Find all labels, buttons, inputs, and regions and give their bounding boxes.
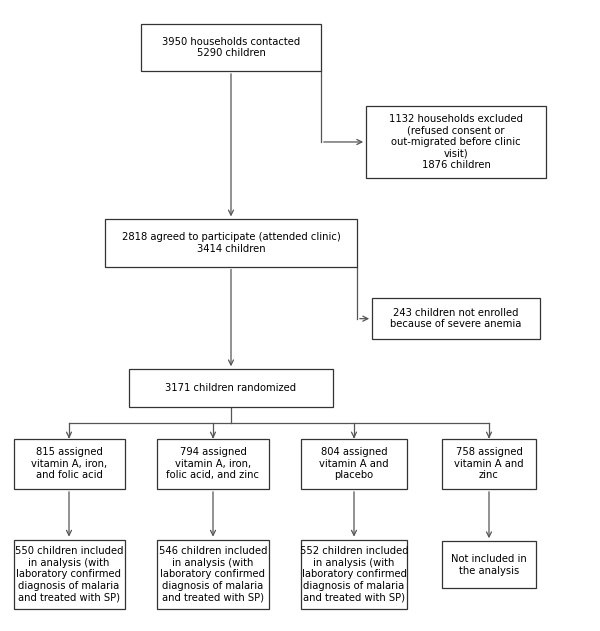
Text: 243 children not enrolled
because of severe anemia: 243 children not enrolled because of sev… [391,308,521,329]
FancyBboxPatch shape [157,439,269,489]
Text: 815 assigned
vitamin A, iron,
and folic acid: 815 assigned vitamin A, iron, and folic … [31,447,107,480]
Text: 546 children included
in analysis (with
laboratory confirmed
diagnosis of malari: 546 children included in analysis (with … [159,546,267,603]
FancyBboxPatch shape [141,23,321,71]
Text: 3171 children randomized: 3171 children randomized [166,383,296,393]
FancyBboxPatch shape [301,540,407,609]
FancyBboxPatch shape [14,540,125,609]
FancyBboxPatch shape [442,541,536,588]
Text: 3950 households contacted
5290 children: 3950 households contacted 5290 children [162,37,300,58]
FancyBboxPatch shape [14,439,125,489]
Text: 550 children included
in analysis (with
laboratory confirmed
diagnosis of malari: 550 children included in analysis (with … [15,546,123,603]
Text: 758 assigned
vitamin A and
zinc: 758 assigned vitamin A and zinc [454,447,524,480]
FancyBboxPatch shape [301,439,407,489]
Text: 804 assigned
vitamin A and
placebo: 804 assigned vitamin A and placebo [319,447,389,480]
FancyBboxPatch shape [157,540,269,609]
Text: Not included in
the analysis: Not included in the analysis [451,554,527,575]
FancyBboxPatch shape [372,298,540,339]
Text: 552 children included
in analysis (with
laboratory confirmed
diagnosis of malari: 552 children included in analysis (with … [299,546,409,603]
Text: 1132 households excluded
(refused consent or
out-migrated before clinic
visit)
1: 1132 households excluded (refused consen… [389,114,523,170]
Text: 794 assigned
vitamin A, iron,
folic acid, and zinc: 794 assigned vitamin A, iron, folic acid… [167,447,260,480]
FancyBboxPatch shape [129,369,333,407]
Text: 2818 agreed to participate (attended clinic)
3414 children: 2818 agreed to participate (attended cli… [122,232,340,254]
FancyBboxPatch shape [105,220,357,266]
FancyBboxPatch shape [366,105,546,178]
FancyBboxPatch shape [442,439,536,489]
